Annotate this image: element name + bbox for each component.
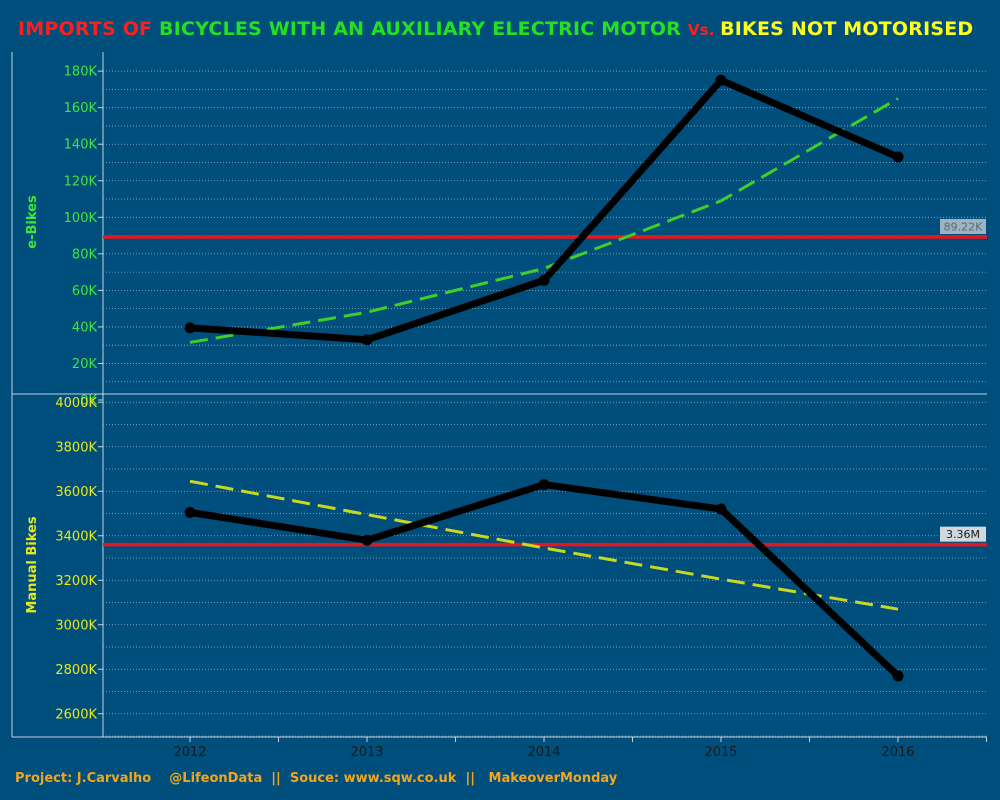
y-tick-label: 120K <box>64 174 98 189</box>
footer-credits: Project: J.Carvalho @LifeonData || Souce… <box>15 771 618 786</box>
reference-label-bg <box>940 218 986 234</box>
x-tick-label: 2014 <box>527 745 560 760</box>
panel-bottom: 2600K 2800K 3000K 3200K 3400K 3600K 3800K 4000K… <box>25 396 987 737</box>
y-tick-label: 180K <box>64 65 98 80</box>
y-tick-label: 3600K <box>55 485 97 500</box>
data-point <box>361 334 373 346</box>
data-point <box>184 506 196 518</box>
y-axis-title: Manual Bikes <box>25 516 40 613</box>
y-tick-label: 20K <box>72 357 98 372</box>
y-tick-label: 100K <box>64 211 98 226</box>
x-tick-label: 2015 <box>704 745 737 760</box>
y-tick-label: 140K <box>64 138 98 153</box>
reference-label-bg <box>940 526 986 542</box>
title-part-ebikes: BICYCLES WITH AN AUXILIARY ELECTRIC MOTO… <box>159 18 688 40</box>
y-tick-label: 0K <box>80 394 97 409</box>
panel-top: 0K 20K 40K 60K 80K 100K 120K 140K 160K 180K e-Bike… <box>25 65 987 409</box>
reference-label: 3.36M <box>946 528 980 541</box>
data-point <box>361 534 373 546</box>
x-tick-label: 2012 <box>173 745 206 760</box>
y-axis-title: e-Bikes <box>25 195 40 249</box>
series-line <box>186 76 902 344</box>
y-tick-label: 2800K <box>55 663 97 678</box>
x-tick-label: 2013 <box>350 745 383 760</box>
trend-line <box>189 479 899 611</box>
y-tick-label: 60K <box>72 284 98 299</box>
data-point <box>538 479 550 491</box>
x-tick-label: 2016 <box>881 745 914 760</box>
y-tick-label: 3200K <box>55 574 97 589</box>
chart-title: IMPORTS OF BICYCLES WITH AN AUXILIARY EL… <box>18 18 973 40</box>
y-tick-label: 4000K <box>55 396 97 411</box>
y-tick-label: 3800K <box>55 440 97 455</box>
y-tick-label: 2600K <box>55 707 97 722</box>
title-part-vs: Vs. <box>687 21 721 39</box>
data-point <box>892 670 904 682</box>
data-point <box>715 74 727 86</box>
y-tick-label: 160K <box>64 101 98 116</box>
y-tick-label: 40K <box>72 320 98 335</box>
y-tick-label: 3400K <box>55 529 97 544</box>
data-point <box>184 322 196 334</box>
reference-label: 89.22K <box>944 220 983 233</box>
title-part-manual: BIKES NOT MOTORISED <box>720 18 974 40</box>
data-point <box>892 151 904 163</box>
data-point <box>538 274 550 286</box>
data-point <box>715 503 727 515</box>
trend-line <box>189 97 899 344</box>
title-part-imports: IMPORTS OF <box>18 18 160 40</box>
y-tick-label: 3000K <box>55 618 97 633</box>
y-tick-label: 80K <box>72 247 98 262</box>
